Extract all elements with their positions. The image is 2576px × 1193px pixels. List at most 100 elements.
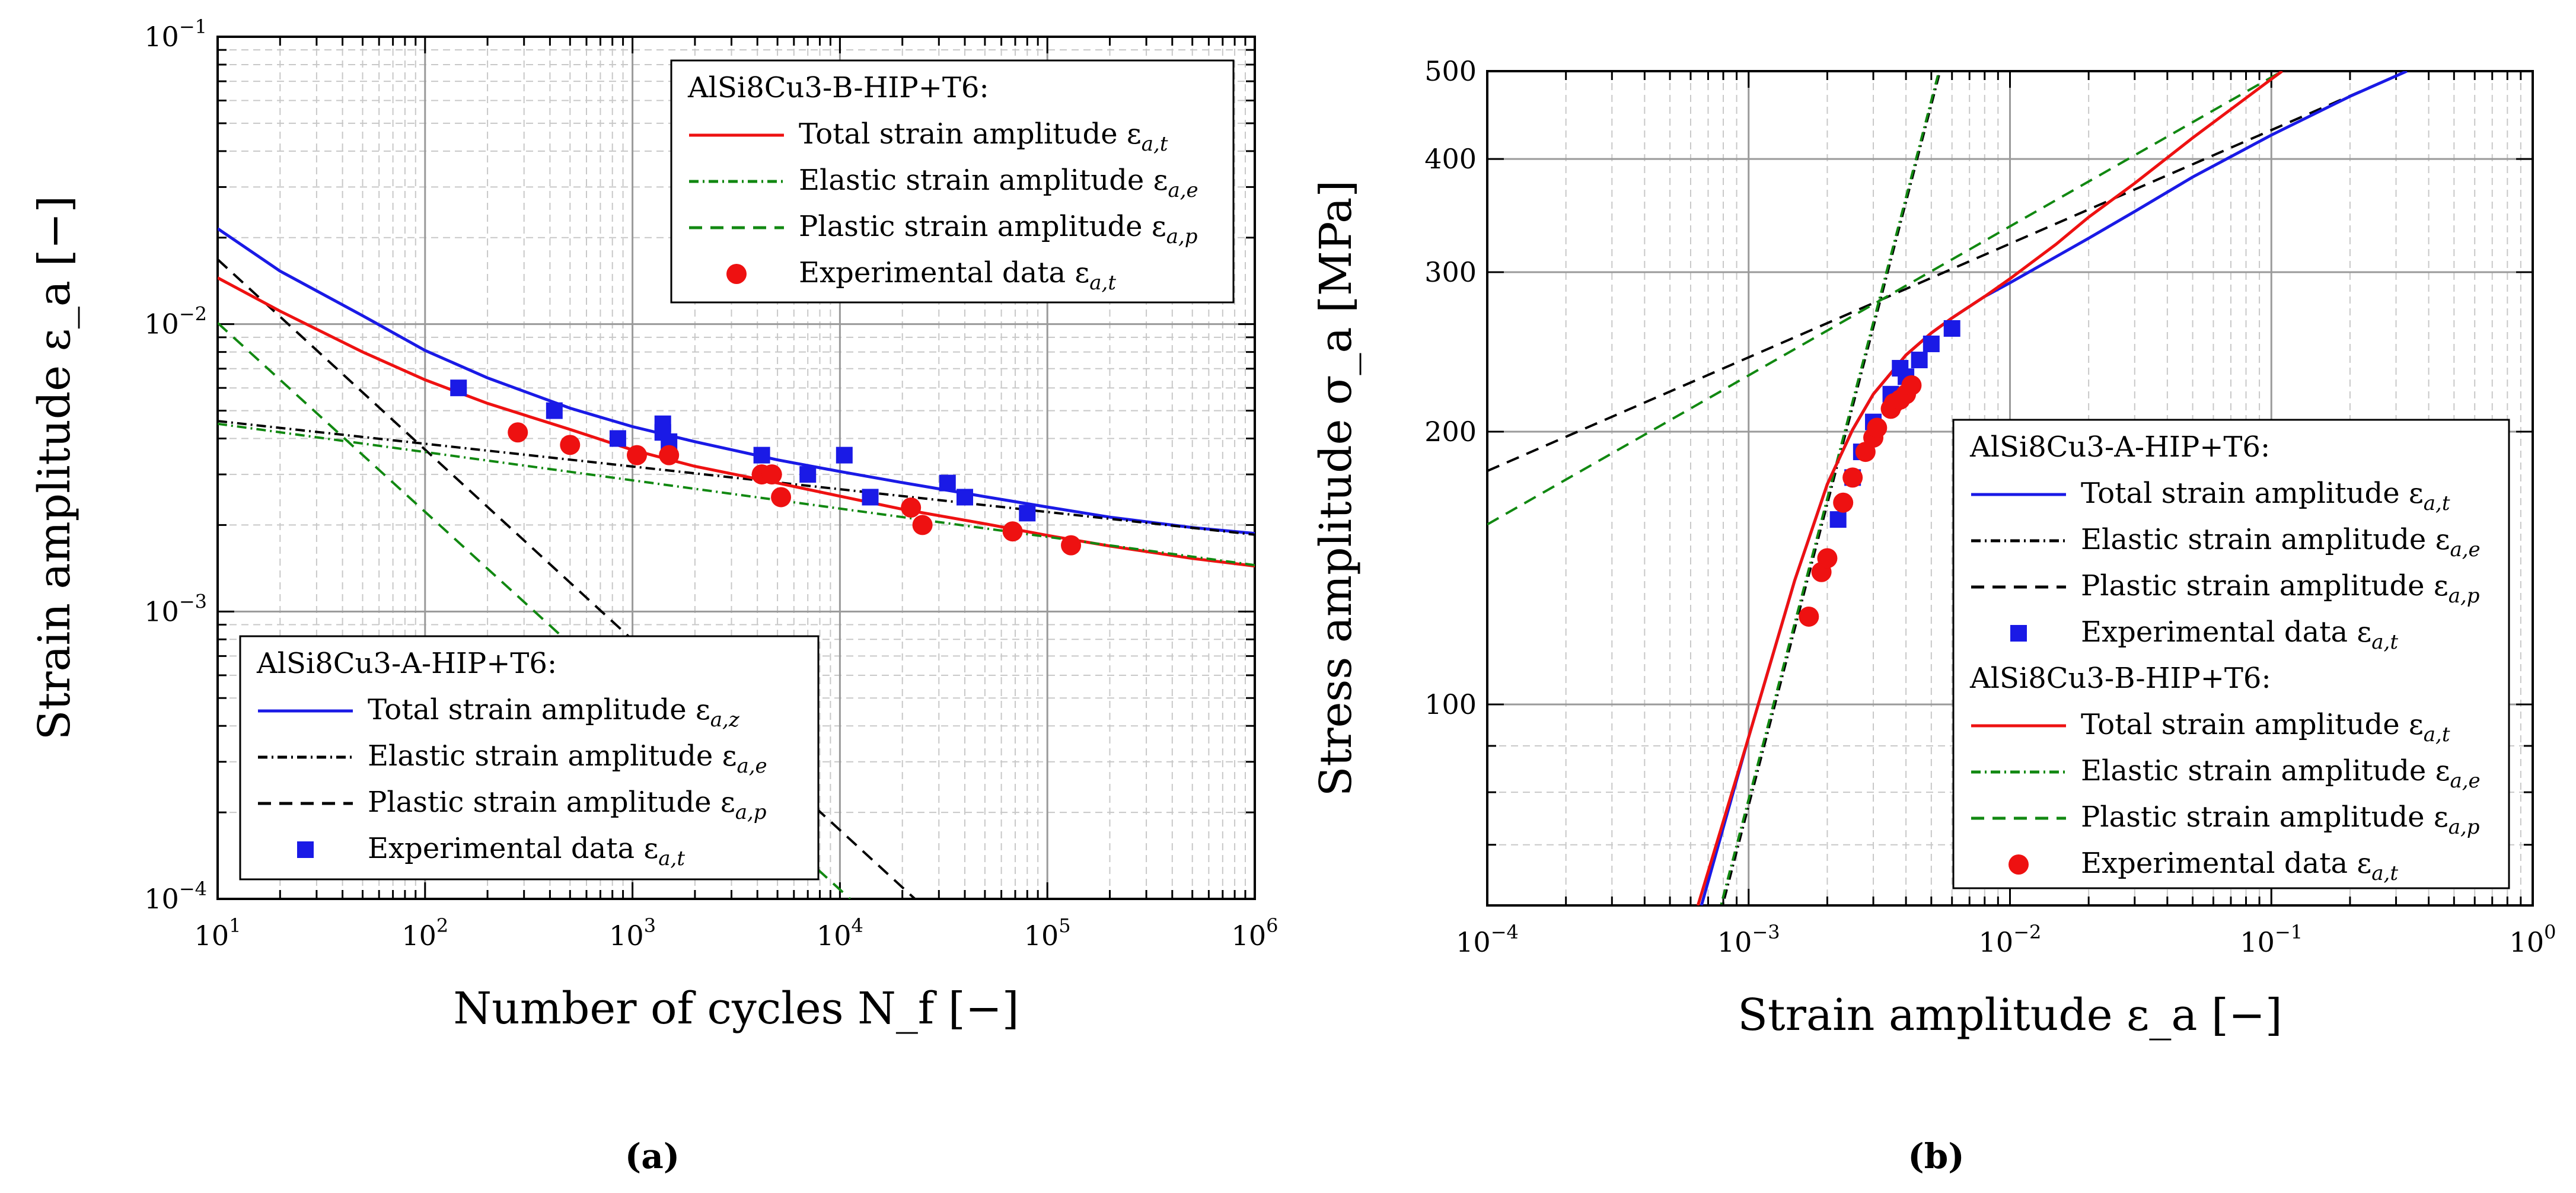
x-tick-label: 100 — [2510, 921, 2556, 958]
legend-entry-subscript: a,t — [1142, 132, 1168, 156]
data-point-circle — [1061, 535, 1082, 556]
series-line-5 — [1696, 71, 2283, 905]
legend-entry-subscript: a,t — [2371, 862, 2398, 885]
legend-symbol-circle — [2008, 854, 2029, 875]
legend-entry-label: Total strain amplitude εa,z — [368, 693, 740, 732]
legend-entry-subscript: a,p — [735, 800, 767, 824]
data-point-circle — [901, 497, 922, 518]
data-point-circle — [1817, 548, 1838, 569]
legend-entry-label: Total strain amplitude εa,t — [799, 117, 1168, 156]
y-tick-label: 10−4 — [144, 878, 207, 915]
legend-entry-text: Plastic strain amplitude ε — [2081, 569, 2449, 602]
legend-box — [1952, 419, 2510, 889]
y-tick-label: 400 — [1424, 143, 1477, 175]
legend-title: AlSi8Cu3-A-HIP+T6: — [1969, 430, 2270, 464]
legend-entry-text: Total strain amplitude ε — [2081, 708, 2424, 741]
data-point-circle — [1867, 417, 1888, 438]
legend-title-2: AlSi8Cu3-B-HIP+T6: — [1969, 662, 2271, 695]
plot-area — [1487, 71, 2408, 905]
chart-panel-a: 101 102 103 104 105 106 10−4 10−3 10−2 10−1 Number… — [29, 15, 1278, 1034]
chart-panel-b: 10−4 10−3 10−2 10−1 100 100 200 300 400 500 Strain… — [1311, 55, 2556, 1041]
data-point-square — [546, 402, 563, 419]
x-tick-label: 10−1 — [2240, 921, 2303, 958]
legend-symbol-square — [297, 841, 314, 858]
legend-entry-label: Plastic strain amplitude εa,p — [2081, 569, 2480, 608]
series-line-2 — [1487, 71, 2408, 473]
data-point-square — [1943, 320, 1960, 337]
legend-entry-text: Total strain amplitude ε — [368, 693, 710, 726]
legend-entry-label: Elastic strain amplitude εa,e — [2081, 754, 2481, 793]
legend-entry-subscript: a,e — [1168, 178, 1198, 202]
data-point-square — [1019, 505, 1036, 522]
legend-entry-text: Elastic strain amplitude ε — [799, 164, 1168, 197]
x-tick-label: 104 — [817, 914, 863, 952]
data-point-circle — [1799, 606, 1819, 627]
legend-entry-subscript: a,t — [2371, 630, 2398, 654]
legend-title: AlSi8Cu3-A-HIP+T6: — [256, 647, 557, 680]
data-point-circle — [560, 435, 581, 455]
legend-entry-subscript: a,t — [2424, 492, 2450, 515]
y-tick-label: 10−3 — [144, 590, 207, 627]
data-point-circle — [1842, 467, 1863, 488]
axis-ticks — [216, 36, 1256, 900]
y-tick-label: 10−2 — [144, 303, 207, 340]
data-point-circle — [912, 515, 933, 535]
legend-entry-label: Elastic strain amplitude εa,e — [799, 164, 1198, 202]
plot-frame — [216, 36, 1256, 900]
data-point-circle — [1833, 492, 1854, 513]
legend-bottom-left: AlSi8Cu3-A-HIP+T6: Total strain amplitude… — [239, 635, 820, 881]
axis-ticks — [1486, 70, 2534, 907]
legend-entry-subscript: a,e — [2450, 769, 2480, 793]
legend-entry-text: Experimental data ε — [799, 256, 1089, 289]
data-point-circle — [659, 445, 680, 465]
y-tick-label: 10−1 — [144, 15, 207, 53]
series-line-3 — [1487, 71, 2283, 526]
series-line-1 — [218, 420, 1255, 536]
data-point-square — [957, 489, 974, 506]
x-tick-label: 10−2 — [1979, 921, 2042, 958]
legend-entry-label: Experimental data εa,t — [799, 256, 1116, 295]
y-axis-label: Strain amplitude ε_a [−] — [29, 196, 80, 741]
series-line-0 — [1721, 71, 1941, 905]
legend-entry-label: Total strain amplitude εa,t — [2081, 708, 2450, 747]
y-axis-label: Stress amplitude σ_a [MPa] — [1311, 180, 1362, 796]
data-point-square — [1829, 511, 1847, 528]
legend-entry-subscript: a,p — [2449, 815, 2480, 839]
legend-entry-text: Plastic strain amplitude ε — [2081, 800, 2449, 834]
data-point-square — [609, 430, 626, 447]
legend-entry-subscript: a,p — [2449, 584, 2480, 608]
data-point-circle — [771, 487, 792, 508]
legend-entry-text: Plastic strain amplitude ε — [368, 786, 735, 819]
legend-entry-text: Plastic strain amplitude ε — [799, 210, 1166, 243]
data-point-square — [862, 489, 879, 506]
legend-entry-label: Experimental data εa,t — [2081, 847, 2398, 885]
legend-entry-subscript: a,e — [737, 754, 767, 778]
data-point-circle — [1002, 521, 1023, 542]
legend-entry-label: Experimental data εa,t — [2081, 615, 2398, 654]
y-tick-label: 300 — [1424, 256, 1477, 288]
legend-entry-text: Elastic strain amplitude ε — [2081, 754, 2450, 787]
series-line-4 — [218, 422, 1255, 567]
legend-entry-text: Elastic strain amplitude ε — [2081, 523, 2450, 556]
legend-entry-subscript: a,p — [1166, 225, 1198, 248]
data-point-circle — [627, 445, 648, 465]
legend-entry-label: Plastic strain amplitude εa,p — [799, 210, 1198, 248]
legend-entry-text: Experimental data ε — [2081, 847, 2371, 880]
legend-top-right: AlSi8Cu3-B-HIP+T6: Total strain amplitude… — [670, 59, 1235, 304]
data-point-square — [836, 446, 853, 464]
legend-entry-subscript: a,t — [658, 847, 685, 870]
data-point-square — [939, 474, 956, 492]
x-tick-label: 10−3 — [1717, 921, 1780, 958]
legend-entry-text: Experimental data ε — [2081, 615, 2371, 649]
legend-entry-label: Plastic strain amplitude εa,p — [368, 786, 767, 824]
series-line-0 — [218, 227, 1255, 535]
series-line-1 — [1719, 71, 1940, 905]
x-tick-label: 101 — [195, 914, 241, 952]
data-point-square — [1911, 352, 1928, 369]
legend-entry-label: Elastic strain amplitude εa,e — [2081, 523, 2481, 562]
x-tick-label: 102 — [401, 914, 448, 952]
y-tick-label: 100 — [1424, 688, 1477, 720]
x-tick-label: 105 — [1024, 914, 1071, 952]
series-line-2 — [218, 259, 916, 899]
